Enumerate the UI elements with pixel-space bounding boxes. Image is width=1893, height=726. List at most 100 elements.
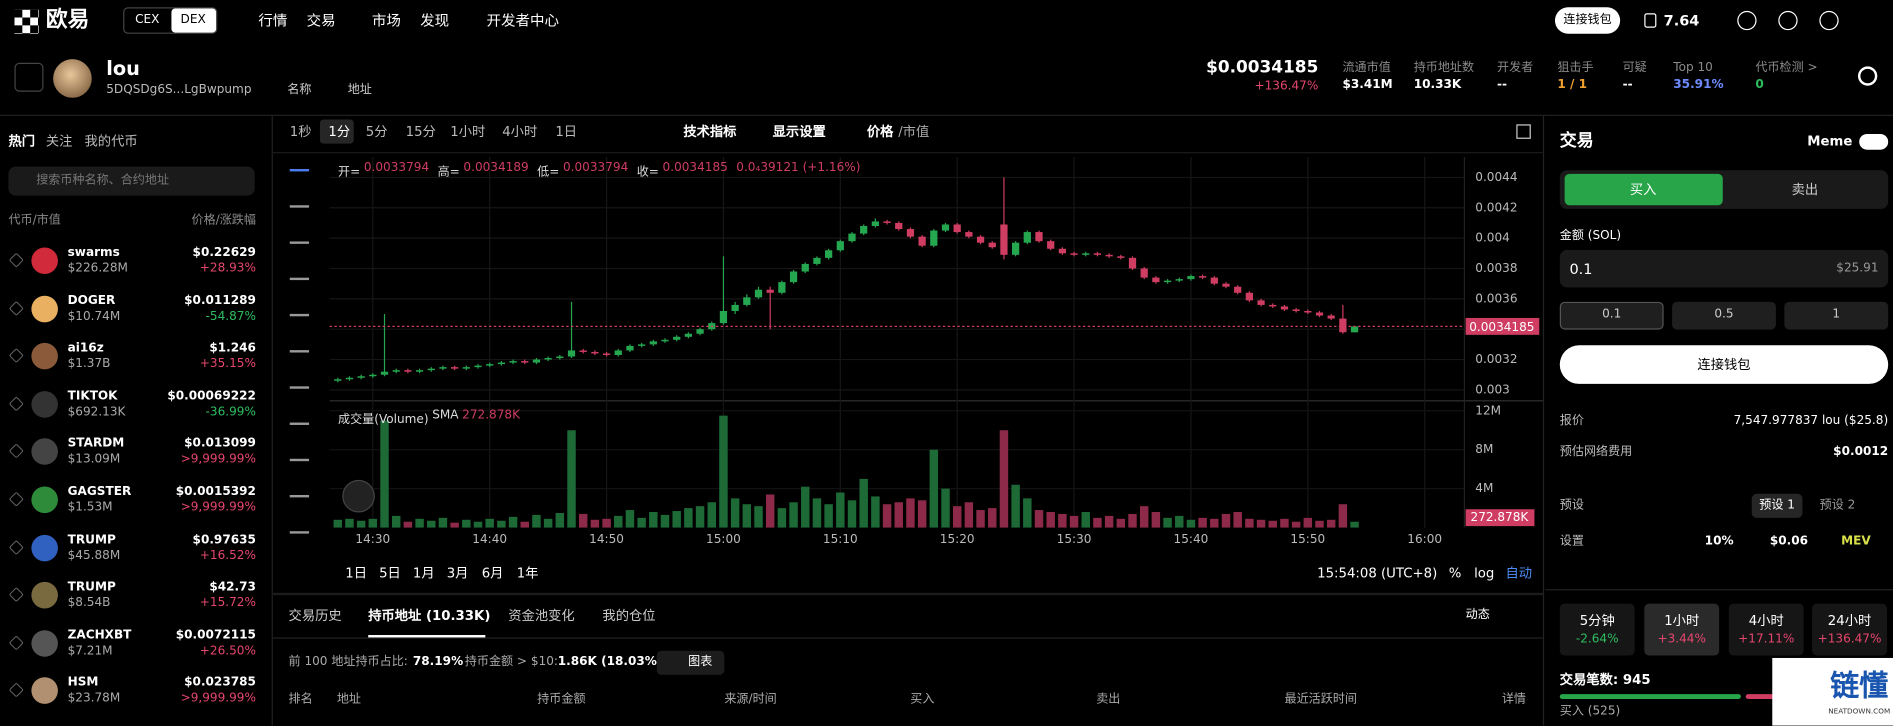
header-icon[interactable] bbox=[1737, 10, 1757, 31]
volume-bar bbox=[1245, 518, 1254, 528]
sidebar-tab[interactable]: 我的代币 bbox=[84, 133, 138, 150]
range-button[interactable]: 1月 bbox=[412, 565, 435, 582]
fullscreen-button[interactable] bbox=[1516, 124, 1531, 139]
volume-bar bbox=[462, 519, 471, 528]
search-link[interactable]: 地址 bbox=[347, 83, 372, 97]
drawing-tool[interactable] bbox=[289, 277, 310, 281]
drawing-tool[interactable] bbox=[289, 205, 310, 208]
drawing-tool[interactable] bbox=[289, 386, 310, 389]
interval-button[interactable]: 4小时 bbox=[502, 123, 538, 140]
volume-bar bbox=[532, 514, 541, 528]
range-button[interactable]: 3月 bbox=[446, 565, 469, 582]
period-card[interactable] bbox=[1559, 603, 1635, 656]
candle-body bbox=[614, 350, 622, 355]
volume-bar bbox=[1186, 519, 1196, 528]
period-card[interactable] bbox=[1728, 603, 1804, 656]
column-header: 卖出 bbox=[1096, 692, 1121, 707]
preset-tab-active[interactable] bbox=[1751, 493, 1803, 518]
nav-item[interactable]: 开发者中心 bbox=[486, 12, 559, 29]
nav-item[interactable]: 行情 bbox=[258, 12, 288, 29]
interval-button[interactable]: 5分 bbox=[365, 123, 388, 140]
drawing-tool[interactable] bbox=[289, 350, 310, 353]
setting-value: MEV bbox=[1841, 534, 1871, 549]
mode-switch bbox=[123, 7, 218, 34]
preset-button[interactable] bbox=[1672, 301, 1776, 330]
drawing-tool[interactable] bbox=[289, 494, 310, 498]
range-button[interactable]: 6月 bbox=[481, 565, 504, 582]
drawing-tool[interactable] bbox=[289, 531, 310, 534]
interval-button[interactable]: 1分 bbox=[328, 123, 351, 140]
display-button[interactable]: 显示设置 bbox=[772, 123, 826, 140]
interval-button[interactable]: 1秒 bbox=[289, 123, 312, 140]
token-name[interactable]: ai16z bbox=[67, 341, 104, 356]
settings-icon[interactable] bbox=[1857, 66, 1878, 86]
header-icon[interactable] bbox=[1778, 10, 1798, 31]
favorite-button[interactable] bbox=[14, 62, 44, 92]
token-name[interactable]: ZACHXBT bbox=[67, 628, 132, 643]
auto-toggle[interactable]: 自动 bbox=[1505, 565, 1533, 582]
drawing-tool[interactable] bbox=[289, 313, 310, 317]
candle-body bbox=[1023, 232, 1031, 243]
dex-active[interactable] bbox=[171, 8, 217, 33]
nav-item[interactable]: 发现 bbox=[420, 12, 450, 29]
cex-tab[interactable]: CEX bbox=[135, 13, 160, 27]
chart-button[interactable] bbox=[656, 650, 725, 675]
token-name[interactable]: DOGER bbox=[67, 294, 116, 308]
bottom-tab[interactable]: 资金池变化 bbox=[508, 607, 575, 624]
preset-button[interactable] bbox=[1784, 301, 1889, 330]
drawing-tool[interactable] bbox=[289, 422, 310, 425]
interval-button[interactable]: 1日 bbox=[555, 123, 578, 140]
token-name[interactable]: STARDM bbox=[67, 437, 125, 451]
preset-button[interactable] bbox=[1559, 301, 1664, 330]
token-name[interactable]: TRUMP bbox=[67, 580, 116, 595]
period-change: +3.44% bbox=[1657, 632, 1706, 646]
activity-button[interactable]: 动态 bbox=[1465, 608, 1490, 622]
indicators-button[interactable]: 技术指标 bbox=[683, 123, 737, 140]
interval-button[interactable]: 1小时 bbox=[450, 123, 486, 140]
period-card[interactable] bbox=[1812, 603, 1887, 656]
token-name[interactable]: swarms bbox=[67, 246, 120, 260]
token-price: $0.0072115 bbox=[175, 628, 256, 643]
range-button[interactable]: 1年 bbox=[516, 565, 539, 582]
amount-input[interactable] bbox=[1559, 249, 1889, 288]
bottom-tab[interactable]: 交易历史 bbox=[288, 607, 342, 624]
search-link[interactable]: 名称 bbox=[287, 83, 312, 97]
connect-button[interactable] bbox=[1554, 7, 1621, 34]
header-icon[interactable] bbox=[1819, 10, 1839, 31]
y-tick-label: 0.0036 bbox=[1475, 291, 1517, 305]
percent-toggle[interactable]: % bbox=[1448, 565, 1462, 582]
nav-item[interactable]: 交易 bbox=[306, 12, 336, 29]
preset-tab[interactable]: 预设 2 bbox=[1819, 498, 1856, 512]
mcap-toggle[interactable]: /市值 bbox=[898, 123, 930, 140]
token-name[interactable]: GAGSTER bbox=[67, 485, 132, 499]
bottom-tab[interactable]: 持币地址 (10.33K) bbox=[368, 607, 491, 624]
sidebar-tab[interactable]: 热门 bbox=[8, 133, 36, 150]
log-toggle[interactable]: log bbox=[1474, 565, 1495, 582]
sell-label[interactable]: 卖出 bbox=[1791, 181, 1819, 198]
watermark-url: NEATDOWN.COM bbox=[1828, 707, 1891, 716]
connect-label: 连接钱包 bbox=[1697, 356, 1751, 373]
period-card[interactable] bbox=[1644, 603, 1720, 656]
token-name[interactable]: HSM bbox=[67, 676, 99, 690]
sidebar-tab[interactable]: 关注 bbox=[45, 133, 73, 150]
dex-tab[interactable]: DEX bbox=[180, 13, 206, 27]
interval-button[interactable]: 15分 bbox=[405, 123, 436, 140]
search-box[interactable] bbox=[8, 166, 255, 196]
token-price: $1.246 bbox=[209, 341, 256, 356]
bottom-tab[interactable]: 我的仓位 bbox=[602, 607, 656, 624]
nav-item[interactable]: 市场 bbox=[371, 12, 401, 29]
range-button[interactable]: 1日 bbox=[345, 565, 368, 582]
stat-label: 持币地址数 bbox=[1413, 61, 1475, 75]
volume-bar bbox=[964, 502, 974, 528]
connect-button[interactable] bbox=[1559, 345, 1889, 384]
drawing-tool[interactable] bbox=[289, 458, 310, 462]
drawing-tool[interactable] bbox=[289, 241, 310, 244]
token-name[interactable]: TIKTOK bbox=[67, 389, 118, 403]
range-button[interactable]: 5日 bbox=[379, 565, 401, 582]
drawing-tool[interactable] bbox=[289, 169, 310, 172]
token-name[interactable]: TRUMP bbox=[67, 533, 116, 547]
price-toggle[interactable]: 价格 bbox=[866, 123, 894, 140]
meme-toggle[interactable] bbox=[1859, 134, 1889, 150]
buy-tab[interactable] bbox=[1564, 173, 1723, 206]
column-header: 价格/涨跌幅 bbox=[191, 213, 256, 227]
